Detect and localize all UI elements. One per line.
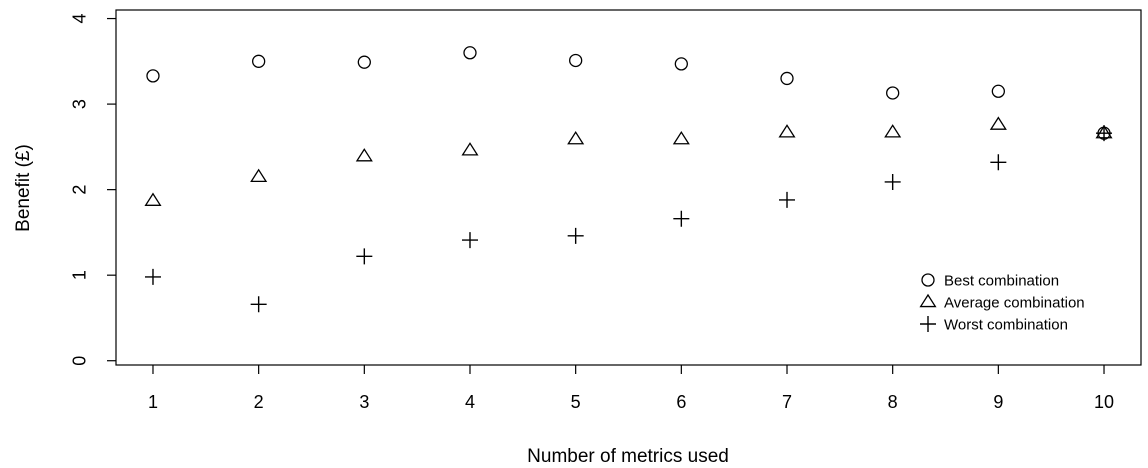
y-axis: 0 1 2 3 4 xyxy=(69,14,116,366)
data-point-circle xyxy=(357,55,371,69)
data-points xyxy=(144,46,1113,313)
data-point-circle xyxy=(252,54,266,68)
data-point-plus xyxy=(884,173,901,190)
data-point-triangle xyxy=(884,124,902,138)
x-tick-label: 3 xyxy=(359,392,369,412)
data-point-plus xyxy=(250,296,267,313)
series-circle xyxy=(146,46,1111,140)
y-tick-label: 1 xyxy=(69,270,89,280)
data-point-circle xyxy=(463,46,477,60)
x-tick-label: 10 xyxy=(1094,392,1114,412)
data-point-circle xyxy=(569,53,583,68)
x-axis: 1 2 3 4 5 6 7 8 9 10 xyxy=(148,365,1114,412)
data-point-plus xyxy=(356,248,373,265)
legend-marker-triangle xyxy=(919,293,937,308)
data-point-circle xyxy=(886,86,900,100)
legend-label: Average combination xyxy=(944,294,1085,311)
data-point-plus xyxy=(144,268,161,285)
y-tick-label: 2 xyxy=(69,185,89,195)
data-point-plus xyxy=(461,232,478,249)
y-axis-title: Benefit (£) xyxy=(13,144,34,232)
data-point-triangle xyxy=(567,130,585,145)
x-tick-label: 5 xyxy=(571,392,581,412)
data-point-circle xyxy=(780,71,794,86)
legend-label: Best combination xyxy=(944,272,1059,289)
data-point-circle xyxy=(991,84,1005,98)
x-axis-title: Number of metrics used xyxy=(527,446,729,467)
data-point-circle xyxy=(674,57,688,71)
y-tick-label: 3 xyxy=(69,99,89,109)
data-point-triangle xyxy=(778,124,796,138)
series-plus xyxy=(144,125,1113,313)
data-point-plus xyxy=(1096,125,1113,142)
x-tick-label: 1 xyxy=(148,392,158,412)
x-tick-label: 4 xyxy=(465,392,475,412)
data-point-triangle xyxy=(144,192,162,206)
data-point-triangle xyxy=(672,130,690,145)
data-point-plus xyxy=(779,191,796,208)
y-tick-label: 4 xyxy=(69,14,89,24)
data-point-plus xyxy=(673,210,690,227)
data-point-triangle xyxy=(461,142,479,156)
plot-frame xyxy=(115,9,1142,366)
legend-marker-circle xyxy=(921,273,935,287)
x-tick-label: 8 xyxy=(888,392,898,412)
data-point-plus xyxy=(567,227,584,244)
x-tick-label: 6 xyxy=(676,392,686,412)
series-triangle xyxy=(144,116,1113,206)
data-point-triangle xyxy=(250,168,268,183)
y-tick-label: 0 xyxy=(69,356,89,366)
data-point-plus xyxy=(990,154,1007,171)
legend-marker-plus xyxy=(920,316,936,332)
data-point-triangle xyxy=(989,116,1007,130)
x-tick-label: 7 xyxy=(782,392,792,412)
legend-label: Worst combination xyxy=(944,316,1068,333)
data-point-circle xyxy=(146,69,160,83)
x-tick-label: 9 xyxy=(993,392,1003,412)
x-tick-label: 2 xyxy=(254,392,264,412)
legend: Best combination Average combination Worst… xyxy=(919,272,1085,333)
data-point-triangle xyxy=(355,148,373,162)
